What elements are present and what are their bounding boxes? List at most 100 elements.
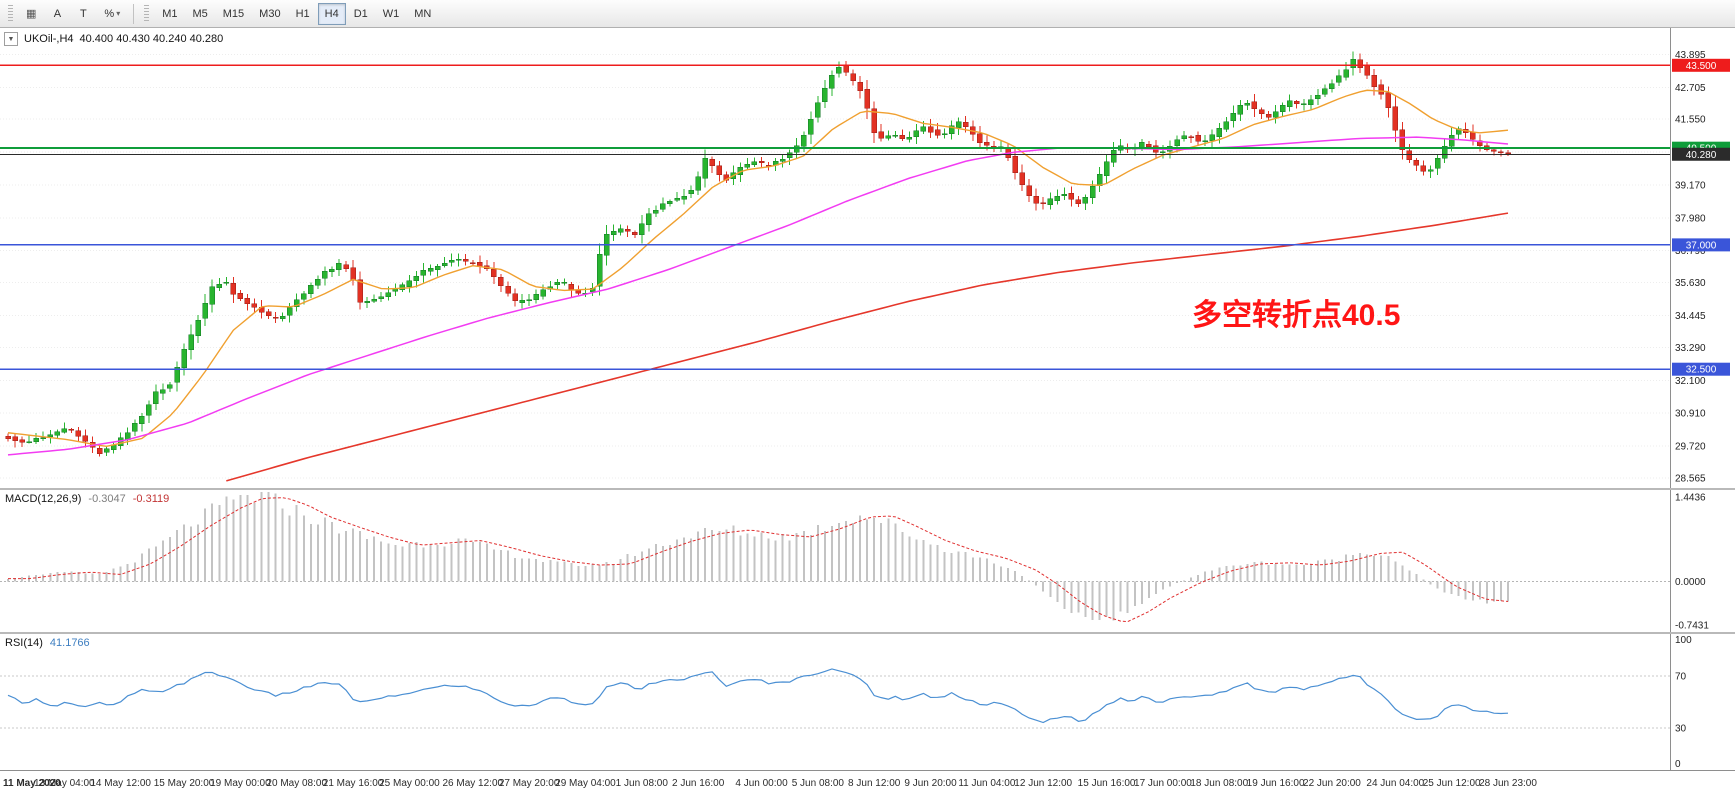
candle <box>441 256 448 268</box>
candle <box>399 282 406 293</box>
candle <box>716 161 723 182</box>
candle <box>857 75 863 99</box>
time-axis-label: 15 Jun 16:00 <box>1077 778 1136 789</box>
time-axis-label: 2 Jun 16:00 <box>672 778 725 789</box>
panel-splitter[interactable] <box>0 488 1735 490</box>
candle <box>1293 99 1300 109</box>
timeframe-button-h1[interactable]: H1 <box>289 3 317 25</box>
candle <box>1054 189 1061 205</box>
candle <box>1026 179 1032 203</box>
timeframe-button-d1[interactable]: D1 <box>347 3 375 25</box>
candle <box>1427 165 1434 178</box>
text-tool-button[interactable]: T <box>71 3 95 25</box>
time-axis-label: 22 Jun 20:00 <box>1303 778 1361 789</box>
candle <box>709 156 715 174</box>
macd-signal-line <box>8 497 1509 623</box>
candle <box>1434 154 1441 176</box>
letter-a-icon: A <box>53 7 62 20</box>
price-axis-tick: 32.100 <box>1675 376 1706 387</box>
timeframe-button-m15[interactable]: M15 <box>216 3 251 25</box>
price-axis-tick: 39.170 <box>1675 180 1706 191</box>
time-axis-label: 24 Jun 04:00 <box>1366 778 1425 789</box>
chevron-down-icon: ▾ <box>116 8 121 18</box>
candle <box>329 266 335 278</box>
candle <box>1329 79 1335 93</box>
candle <box>998 141 1004 152</box>
candle <box>1089 180 1096 204</box>
candle <box>209 279 215 313</box>
candle <box>533 289 539 304</box>
time-axis-label: 11 Jun 04:00 <box>958 778 1016 789</box>
letter-t-icon: T <box>80 7 87 20</box>
candle <box>850 69 856 86</box>
price-axis-tick: 36.790 <box>1675 246 1706 257</box>
timeframe-button-m30[interactable]: M30 <box>252 3 287 25</box>
time-axis-label: 28 Jun 23:00 <box>1479 778 1537 789</box>
candle <box>871 101 877 143</box>
ma-fast-line <box>7 89 1509 448</box>
symbol-dropdown-button[interactable]: ▼ <box>4 32 18 46</box>
candle <box>829 70 835 96</box>
candle <box>1378 79 1384 100</box>
candle <box>96 445 103 457</box>
timeframe-button-mn[interactable]: MN <box>407 3 438 25</box>
rsi-surface[interactable]: 100 70 30 0 <box>0 634 1735 770</box>
rsi-panel: 100 70 30 0 RSI(14) 41.1766 <box>0 634 1735 770</box>
candle <box>188 324 194 360</box>
candle <box>181 343 187 376</box>
main-chart-panel: 43.89542.70541.55040.36039.17037.98036.7… <box>0 28 1735 488</box>
candle <box>505 281 511 297</box>
timeframe-button-h4[interactable]: H4 <box>317 2 346 25</box>
time-axis-label: 9 Jun 20:00 <box>904 778 957 789</box>
macd-name: MACD(12,26,9) <box>5 493 82 505</box>
main-chart-surface[interactable]: 43.89542.70541.55040.36039.17037.98036.7… <box>0 28 1735 488</box>
toolbar-grip[interactable] <box>8 4 13 23</box>
time-axis[interactable]: 11 May 2020 13 May 04:00 14 May 12:00 15 Ma… <box>0 770 1735 797</box>
candle <box>343 261 349 272</box>
chart-windows-button[interactable]: ▦ <box>19 3 43 25</box>
candle <box>1272 105 1279 124</box>
candle <box>815 95 821 123</box>
candle <box>1209 129 1215 149</box>
price-axis-tick: 30.910 <box>1675 409 1706 420</box>
candle <box>484 260 490 272</box>
candle <box>350 260 356 286</box>
panel-splitter[interactable] <box>0 632 1735 634</box>
candle <box>434 263 441 277</box>
candle <box>167 381 173 393</box>
time-axis-label: 19 Jun 16:00 <box>1246 778 1305 789</box>
candle <box>561 278 568 286</box>
candle <box>991 141 997 152</box>
fibonacci-tool-button[interactable]: % ▾ <box>97 3 127 25</box>
candle <box>1082 194 1089 211</box>
price-level-badge <box>1672 147 1730 161</box>
candle <box>265 309 272 319</box>
candle <box>681 188 687 205</box>
candle <box>26 435 32 444</box>
candle <box>674 191 680 202</box>
candle <box>12 432 18 448</box>
candle <box>1075 196 1082 208</box>
candle <box>723 171 730 184</box>
candle <box>660 197 666 212</box>
candle <box>1223 117 1230 133</box>
arrow-tool-button[interactable]: A <box>45 3 69 25</box>
price-axis-tick: 29.720 <box>1675 442 1706 453</box>
candle <box>892 130 899 139</box>
timeframe-button-m5[interactable]: M5 <box>185 3 214 25</box>
candle <box>1470 124 1476 146</box>
candle <box>554 278 561 289</box>
candle <box>371 294 377 303</box>
chart-annotation[interactable]: 多空转折点40.5 <box>1192 299 1401 332</box>
timeframe-button-m1[interactable]: M1 <box>155 3 184 25</box>
candle <box>1357 53 1363 74</box>
price-axis-tick: 43.895 <box>1675 50 1706 61</box>
time-axis-label: 14 May 12:00 <box>90 778 151 789</box>
timeframe-toolbar-grip[interactable] <box>144 4 150 23</box>
candle <box>427 264 434 276</box>
toolbar-separator <box>133 3 135 24</box>
timeframe-button-w1[interactable]: W1 <box>376 3 407 25</box>
macd-label: MACD(12,26,9) -0.3047 -0.3119 <box>5 493 169 505</box>
macd-surface[interactable]: 1.4436 0.0000 -0.7431 <box>0 490 1735 632</box>
